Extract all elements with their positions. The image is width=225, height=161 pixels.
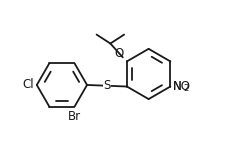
Text: 2: 2 bbox=[184, 84, 189, 93]
Text: NO: NO bbox=[173, 80, 191, 93]
Text: Br: Br bbox=[68, 110, 81, 123]
Text: N: N bbox=[173, 80, 182, 93]
Text: S: S bbox=[103, 79, 111, 92]
Text: O: O bbox=[115, 47, 124, 60]
Text: Cl: Cl bbox=[22, 78, 34, 91]
